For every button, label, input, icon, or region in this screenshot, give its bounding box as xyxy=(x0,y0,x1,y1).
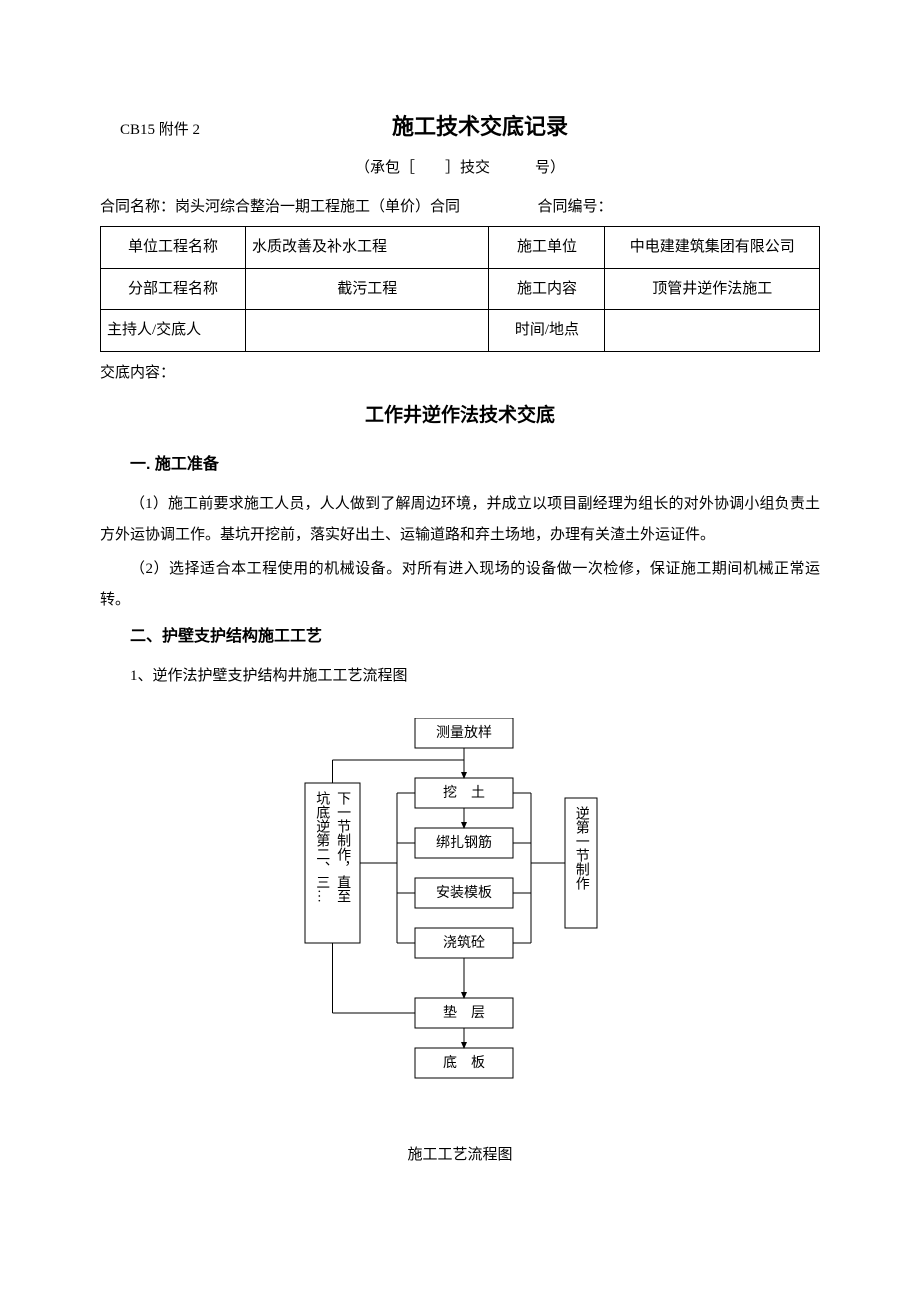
label-time-place: 时间/地点 xyxy=(489,310,605,352)
svg-text:浇筑砼: 浇筑砼 xyxy=(443,935,485,951)
body-title: 工作井逆作法技术交底 xyxy=(100,402,820,431)
svg-text:挖 土: 挖 土 xyxy=(443,785,485,801)
label-subproject: 分部工程名称 xyxy=(101,268,246,310)
label-unit-project: 单位工程名称 xyxy=(101,227,246,269)
value-construction-content: 顶管井逆作法施工 xyxy=(605,268,820,310)
content-label: 交底内容： xyxy=(100,362,820,385)
section-heading-1: 一. 施工准备 xyxy=(130,453,820,477)
main-title: 施工技术交底记录 xyxy=(140,110,820,143)
value-time-place xyxy=(605,310,820,352)
label-construction-unit: 施工单位 xyxy=(489,227,605,269)
label-host: 主持人/交底人 xyxy=(101,310,246,352)
svg-text:绑扎钢筋: 绑扎钢筋 xyxy=(436,834,492,851)
contract-row: 合同名称：岗头河综合整治一期工程施工（单价）合同 合同编号： xyxy=(100,196,820,219)
value-construction-unit: 中电建建筑集团有限公司 xyxy=(605,227,820,269)
svg-text:下一节制作，直至: 下一节制作，直至 xyxy=(335,791,351,903)
table-row: 分部工程名称 截污工程 施工内容 顶管井逆作法施工 xyxy=(101,268,820,310)
svg-text:底 板: 底 板 xyxy=(443,1055,485,1071)
flowchart-svg: 测量放样挖 土绑扎钢筋安装模板浇筑砼垫 层底 板 下一节制作，直至坑底逆第二、三…… xyxy=(280,718,640,1108)
table-row: 单位工程名称 水质改善及补水工程 施工单位 中电建建筑集团有限公司 xyxy=(101,227,820,269)
value-subproject: 截污工程 xyxy=(245,268,489,310)
flowchart: 测量放样挖 土绑扎钢筋安装模板浇筑砼垫 层底 板 下一节制作，直至坑底逆第二、三…… xyxy=(280,718,640,1116)
table-row: 主持人/交底人 时间/地点 xyxy=(101,310,820,352)
info-table: 单位工程名称 水质改善及补水工程 施工单位 中电建建筑集团有限公司 分部工程名称… xyxy=(100,226,820,352)
value-unit-project: 水质改善及补水工程 xyxy=(245,227,489,269)
contract-code-label: 合同编号： xyxy=(538,199,613,215)
paragraph-2: （2）选择适合本工程使用的机械设备。对所有进入现场的设备做一次检修，保证施工期间… xyxy=(100,554,820,617)
label-construction-content: 施工内容 xyxy=(489,268,605,310)
svg-text:逆第一节制作: 逆第一节制作 xyxy=(574,806,590,890)
flowchart-caption: 施工工艺流程图 xyxy=(100,1144,820,1167)
svg-text:坑底逆第二、三…: 坑底逆第二、三… xyxy=(314,791,330,903)
section-heading-2: 二、护壁支护结构施工工艺 xyxy=(130,625,820,649)
value-host xyxy=(245,310,489,352)
sub-title: （承包［ ］技交 号） xyxy=(100,157,820,180)
contract-name-value: 岗头河综合整治一期工程施工（单价）合同 xyxy=(175,199,460,215)
list-item-1: 1、逆作法护壁支护结构井施工工艺流程图 xyxy=(130,661,820,693)
contract-name-label: 合同名称： xyxy=(100,199,175,215)
paragraph-1: （1）施工前要求施工人员，人人做到了解周边环境，并成立以项目副经理为组长的对外协… xyxy=(100,489,820,552)
svg-text:安装模板: 安装模板 xyxy=(436,885,492,901)
svg-text:测量放样: 测量放样 xyxy=(436,725,492,741)
svg-text:垫 层: 垫 层 xyxy=(443,1005,485,1021)
